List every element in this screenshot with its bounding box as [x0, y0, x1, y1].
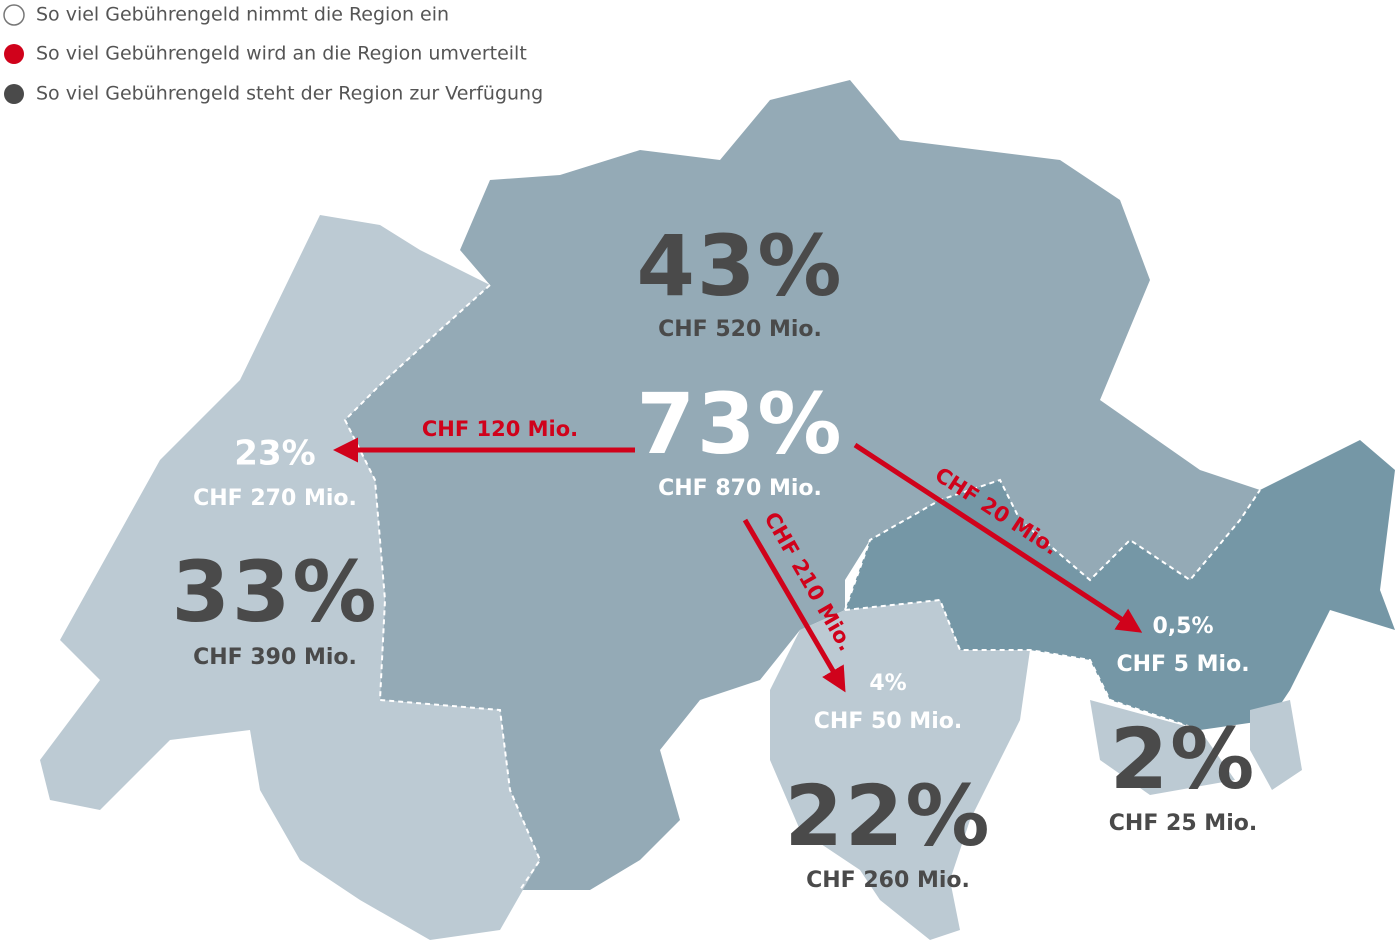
available-amount: CHF 25 Mio.: [1109, 811, 1257, 836]
transfer-label: CHF 120 Mio.: [422, 417, 578, 441]
region-south-part: [1250, 700, 1302, 790]
region-border: [844, 598, 1201, 731]
available-amount: CHF 520 Mio.: [658, 317, 822, 342]
legend-label: So viel Gebührengeld steht der Region zu…: [36, 83, 543, 105]
available-amount: CHF 260 Mio.: [806, 868, 970, 893]
legend-marker: [4, 84, 24, 104]
legend-marker: [4, 44, 24, 64]
income-share: 73%: [636, 375, 843, 473]
transfer-arrow: [853, 442, 1143, 633]
region-german: [345, 80, 1260, 890]
available-share: 33%: [171, 543, 378, 641]
income-amount: CHF 270 Mio.: [193, 486, 357, 511]
income-amount: CHF 5 Mio.: [1116, 652, 1249, 677]
transfer-arrow: [742, 518, 846, 693]
income-amount: CHF 50 Mio.: [814, 709, 962, 734]
available-share: 22%: [784, 767, 991, 865]
available-share: 43%: [636, 217, 843, 315]
legend-label: So viel Gebührengeld wird an die Region …: [36, 43, 527, 65]
region-french: [40, 215, 540, 940]
legend-marker: [3, 4, 25, 26]
income-amount: CHF 870 Mio.: [658, 476, 822, 501]
legend: So viel Gebührengeld nimmt die Region ei…: [3, 4, 543, 105]
region-border: [844, 478, 1261, 611]
region-border: [343, 284, 542, 891]
available-amount: CHF 390 Mio.: [193, 645, 357, 670]
region-south-part: [1090, 700, 1235, 795]
income-share: 4%: [869, 671, 906, 696]
legend-label: So viel Gebührengeld nimmt die Region ei…: [36, 4, 449, 26]
income-share: 0,5%: [1152, 614, 1213, 639]
region-romansh: [845, 440, 1395, 730]
income-share: 23%: [234, 434, 315, 474]
available-share: 2%: [1110, 710, 1257, 808]
